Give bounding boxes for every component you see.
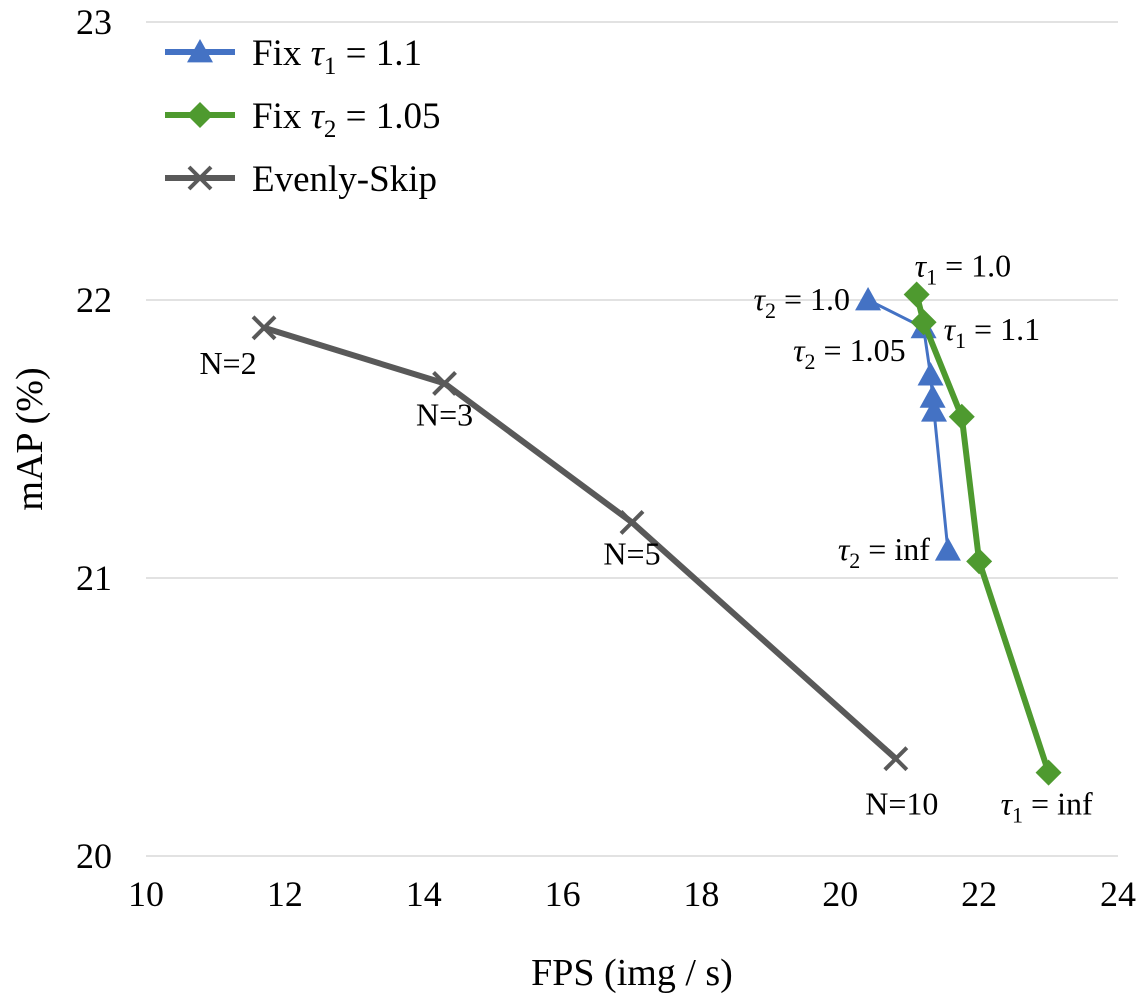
- data-point: [917, 362, 944, 386]
- data-point: [903, 281, 930, 308]
- annotation-label: τ1 = inf: [1001, 786, 1093, 828]
- annotation-label: N=10: [865, 786, 938, 822]
- legend-item: Evenly-Skip: [165, 159, 437, 200]
- annotation-label: τ2 = inf: [838, 531, 930, 573]
- series-line: [263, 324, 898, 761]
- data-point: [619, 509, 645, 535]
- legend-label: Evenly-Skip: [252, 159, 437, 200]
- series-x: [251, 315, 909, 772]
- x-tick-label: 24: [1100, 874, 1136, 914]
- data-point: [432, 370, 457, 396]
- legend-marker: [187, 39, 213, 63]
- legend-label: Fix τ1 = 1.1: [252, 33, 422, 80]
- x-tick-label: 16: [545, 874, 581, 914]
- data-point: [251, 315, 277, 341]
- series-line: [913, 293, 1052, 774]
- annotation-label: τ1 = 1.0: [915, 247, 1012, 289]
- annotation-label: τ2 = 1.05: [793, 332, 906, 374]
- y-tick-label: 22: [76, 280, 112, 320]
- data-point: [910, 309, 937, 336]
- axes: 20 21 22 23 10 12 14 16 18 20 22 24 FPS (img / s) mAP…: [9, 2, 1136, 994]
- annotation-label: τ1 = 1.1: [944, 311, 1041, 353]
- x-tick-label: 20: [822, 874, 858, 914]
- data-point: [948, 403, 975, 430]
- legend-item: Fix τ2 = 1.05: [165, 96, 440, 143]
- legend-label: Fix τ2 = 1.05: [252, 96, 440, 143]
- y-tick-label: 21: [76, 558, 112, 598]
- x-tick-label: 12: [267, 874, 303, 914]
- y-tick-label: 23: [76, 2, 112, 42]
- annotation-label: N=2: [199, 345, 256, 381]
- data-point: [966, 548, 993, 575]
- x-tick-label: 14: [406, 874, 442, 914]
- data-point: [883, 746, 909, 772]
- annotations: N=2 N=3 N=5 N=10 τ2 = 1.0 τ2 = 1.05 τ2 = inf τ1…: [199, 247, 1093, 827]
- x-tick-label: 18: [683, 874, 719, 914]
- annotation-label: τ2 = 1.0: [754, 281, 851, 323]
- legend: Fix τ1 = 1.1 Fix τ2 = 1.05 Evenly-Skip: [165, 33, 440, 200]
- legend-marker: [187, 165, 213, 191]
- y-tick-label: 20: [76, 836, 112, 876]
- x-axis-title: FPS (img / s): [531, 952, 733, 994]
- grid-lines: [146, 21, 1118, 857]
- data-point: [855, 287, 882, 311]
- x-tick-label: 10: [128, 874, 164, 914]
- data-point: [934, 537, 961, 561]
- annotation-label: N=3: [416, 396, 473, 432]
- annotation-label: N=5: [603, 535, 660, 571]
- series-diamond: [903, 281, 1062, 786]
- series: [251, 281, 1062, 786]
- legend-marker: [187, 102, 213, 128]
- x-tick-label: 22: [961, 874, 997, 914]
- data-point: [919, 384, 946, 408]
- data-point: [1035, 759, 1062, 786]
- data-point: [921, 398, 948, 422]
- y-axis-title: mAP (%): [9, 367, 51, 510]
- legend-item: Fix τ1 = 1.1: [165, 33, 422, 80]
